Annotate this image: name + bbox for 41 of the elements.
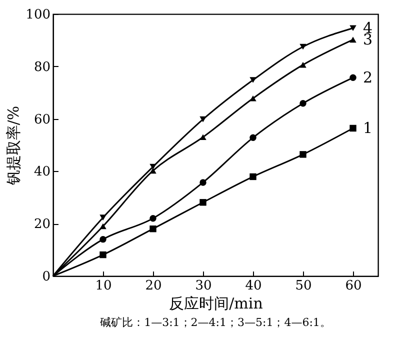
x-tick-label: 40 xyxy=(245,278,262,294)
point xyxy=(200,179,206,186)
point xyxy=(250,77,256,83)
point xyxy=(250,95,256,102)
point xyxy=(150,164,156,170)
point xyxy=(150,168,156,174)
point xyxy=(350,36,356,43)
series-label: 1 xyxy=(363,119,373,138)
x-tick-label: 50 xyxy=(295,278,312,294)
point xyxy=(100,214,106,220)
point xyxy=(100,223,106,230)
y-tick-label: 80 xyxy=(34,60,50,75)
point xyxy=(150,215,156,222)
x-tick-label: 30 xyxy=(195,278,212,294)
y-tick-label: 0 xyxy=(42,270,50,284)
text: 碱矿比：1—3:1；2—4:1；3—5:1；4—6:1。 xyxy=(100,316,331,329)
x-tick-label: 10 xyxy=(95,278,112,294)
point xyxy=(150,225,156,232)
y-tick-label: 100 xyxy=(26,8,50,22)
point xyxy=(350,124,356,132)
point xyxy=(100,251,106,258)
x-tick-label: 60 xyxy=(345,278,362,294)
point xyxy=(350,74,356,82)
x-axis-title: 反应时间/min xyxy=(169,294,264,312)
point xyxy=(200,134,206,140)
point xyxy=(250,134,256,142)
point xyxy=(200,116,206,122)
point xyxy=(200,199,206,206)
y-axis-title: 钒提取率/% xyxy=(4,106,23,186)
y-tick-label: 60 xyxy=(34,112,50,128)
point xyxy=(300,151,306,158)
series-label: 2 xyxy=(363,68,373,87)
y-tick-label: 20 xyxy=(34,217,50,232)
point xyxy=(300,62,306,68)
y-tick-label: 40 xyxy=(34,164,50,180)
point xyxy=(300,100,306,107)
point xyxy=(250,173,256,180)
point xyxy=(100,236,106,243)
point xyxy=(350,25,356,32)
point xyxy=(300,44,306,50)
x-tick-label: 20 xyxy=(145,278,162,294)
